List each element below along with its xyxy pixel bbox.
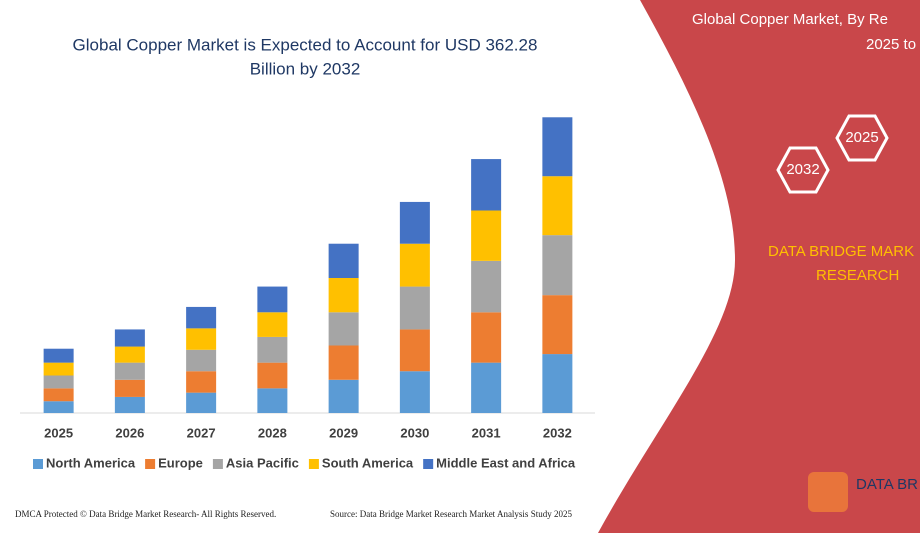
bar-segment [186,349,217,372]
bar-segment [43,375,74,389]
bar-segment [186,392,217,413]
bar-segment [542,235,573,296]
x-tick-label: 2029 [329,425,358,440]
bar-segment [542,354,573,413]
bar-segment [399,371,430,413]
x-tick-label: 2027 [187,425,216,440]
bar-segment [542,176,573,236]
chart-title: Global Copper Market is Expected to Acco… [73,35,538,54]
bar-segment [542,117,573,177]
legend-swatch [212,459,223,469]
brand-text: DATA BRIDGE MARK [768,243,914,260]
footer-right: Source: Data Bridge Market Research Mark… [330,509,572,519]
legend-swatch [33,459,43,469]
bar-segment [328,278,359,313]
x-tick-label: 2025 [44,425,73,440]
x-tick-label: 2031 [472,425,501,440]
bar-segment [328,345,359,380]
bar-segment [43,362,74,376]
bar-segment [471,362,502,413]
bar-segment [43,348,74,363]
bar-segment [328,312,359,346]
bar-segment [186,371,217,393]
panel-subtitle: 2025 to [866,36,916,53]
bar-segment [328,243,359,278]
legend-label: Middle East and Africa [436,455,576,470]
brand-text: RESEARCH [816,267,899,284]
hex-label: 2025 [845,129,878,146]
bar-segment [114,362,145,380]
bar-segment [257,312,288,337]
x-tick-label: 2028 [258,425,287,440]
bar-segment [471,312,502,363]
legend-swatch [308,459,319,469]
bar-segment [471,159,502,211]
bar-segment [399,286,430,330]
footer-left: DMCA Protected © Data Bridge Market Rese… [15,509,276,519]
legend-swatch [145,459,156,469]
bar-segment [471,260,502,313]
legend-swatch [423,459,434,469]
legend-label: Asia Pacific [226,455,299,470]
bar-segment [399,201,430,244]
x-tick-label: 2032 [543,425,572,440]
x-tick-label: 2026 [115,425,144,440]
legend-label: Europe [158,455,203,470]
x-tick-label: 2030 [400,425,429,440]
legend-label: North America [46,455,136,470]
legend-label: South America [322,455,414,470]
hexagon [776,146,830,194]
logo-text: DATA BR [856,476,918,493]
bar-segment [114,396,145,413]
bar-segment [186,328,217,350]
bar-segment [43,388,74,402]
bar-segment [399,243,430,287]
bar-segment [471,210,502,261]
hexagon [835,114,889,162]
bar-segment [257,286,288,313]
bar-segment [114,329,145,347]
panel-title: Global Copper Market, By Re [692,11,888,28]
bar-segment [43,401,74,413]
bar-segment [186,306,217,329]
bar-segment [257,362,288,389]
chart-subtitle: Billion by 2032 [250,59,361,78]
hex-label: 2032 [786,161,819,178]
bar-segment [542,295,573,355]
bar-segment [257,336,288,363]
bar-segment [114,379,145,397]
logo-icon [808,472,848,512]
bar-segment [114,346,145,363]
bar-segment [399,329,430,372]
bar-segment [257,388,288,413]
bar-segment [328,379,359,413]
